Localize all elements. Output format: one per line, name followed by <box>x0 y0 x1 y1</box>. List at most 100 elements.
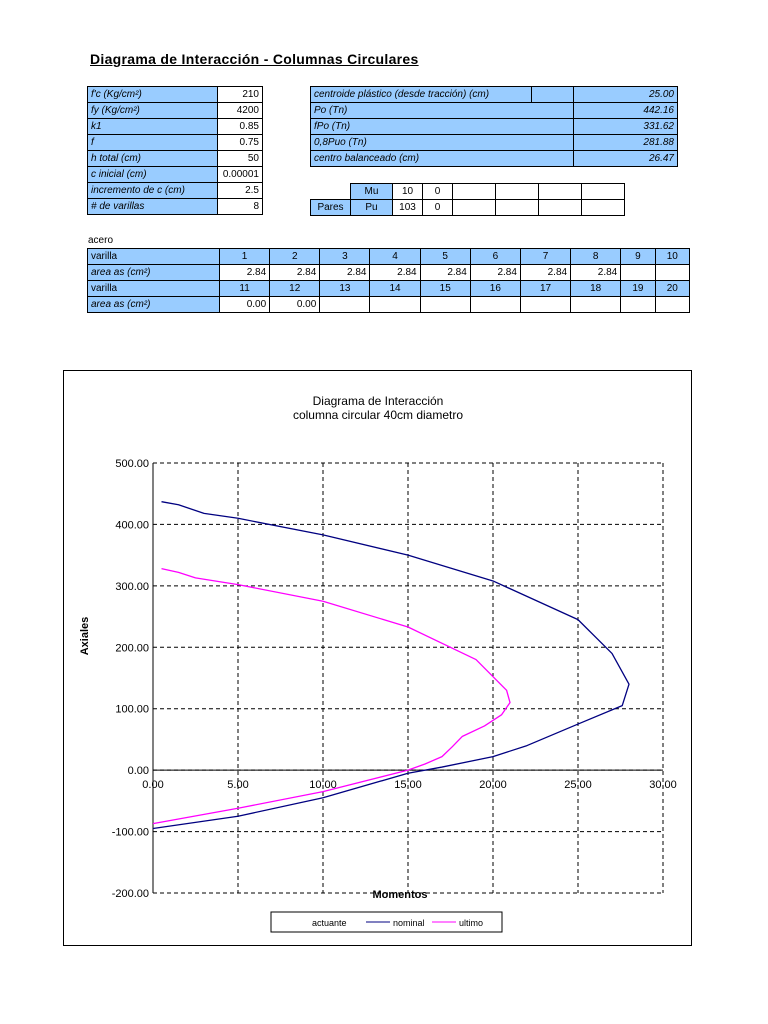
area-value <box>654 296 691 313</box>
x-axis-label: Momentos <box>373 889 428 901</box>
area-value: 0.00 <box>269 296 321 313</box>
result-label: Po (Tn) <box>310 102 574 119</box>
legend-label-nominal: nominal <box>393 918 425 928</box>
area-value: 2.84 <box>319 264 371 281</box>
pares-value <box>452 199 496 216</box>
legend-label-ultimo: ultimo <box>459 918 483 928</box>
area-value <box>654 264 691 281</box>
x-tick-label: 30.00 <box>649 779 677 791</box>
input-label: f'c (Kg/cm²) <box>87 86 218 103</box>
series-line-nominal <box>152 501 630 830</box>
input-value: 0.00001 <box>217 166 263 183</box>
y-tick-label: -200.00 <box>112 888 149 900</box>
input-label: fy (Kg/cm²) <box>87 102 218 119</box>
varilla-id: 3 <box>319 248 371 265</box>
acero-label: acero <box>88 235 114 246</box>
x-tick-label: 25.00 <box>564 779 592 791</box>
varilla-id: 20 <box>654 280 691 297</box>
x-tick-label: 20.00 <box>479 779 507 791</box>
pares-key: Pu <box>350 199 393 216</box>
area-value: 2.84 <box>570 264 622 281</box>
input-value: 2.5 <box>217 182 263 199</box>
y-tick-label: -100.00 <box>112 827 149 839</box>
input-label: h total (cm) <box>87 150 218 167</box>
y-tick-label: 200.00 <box>115 642 149 654</box>
area-value <box>519 296 572 313</box>
page-title: Diagrama de Interacción - Columnas Circu… <box>90 51 419 67</box>
inputs-table: f'c (Kg/cm²) 210 fy (Kg/cm²) 4200 k1 0.85 f 0.7… <box>87 86 263 215</box>
varilla-id: 5 <box>419 248 471 265</box>
pares-value <box>581 183 625 200</box>
input-label: c inicial (cm) <box>87 166 218 183</box>
y-tick-label: 100.00 <box>115 704 149 716</box>
area-value: 2.84 <box>519 264 572 281</box>
varilla-id: 18 <box>570 280 622 297</box>
input-label: f <box>87 134 218 151</box>
input-value: 4200 <box>217 102 263 119</box>
result-label: centro balanceado (cm) <box>310 150 574 167</box>
area-label: area as (cm²) <box>87 296 220 313</box>
pares-label: Pares <box>310 199 351 216</box>
area-value: 2.84 <box>469 264 521 281</box>
pares-value <box>581 199 625 216</box>
interaction-chart: Diagrama de Interacción columna circular … <box>63 370 692 946</box>
y-axis-label: Axiales <box>79 617 91 656</box>
pares-value: 103 <box>392 199 423 216</box>
x-tick-label: 5.00 <box>227 779 248 791</box>
pares-value: 0 <box>422 199 453 216</box>
area-value: 2.84 <box>419 264 471 281</box>
area-value <box>620 296 656 313</box>
result-value: 331.62 <box>573 118 678 135</box>
input-label: # de varillas <box>87 198 218 215</box>
acero-table: varilla 1 2 3 4 5 6 7 8 9 10 area as (cm²) 2.84 2.84 2… <box>87 248 691 313</box>
varilla-id: 16 <box>469 280 521 297</box>
result-label: fPo (Tn) <box>310 118 574 135</box>
y-tick-label: 400.00 <box>115 519 149 531</box>
varilla-id: 6 <box>469 248 521 265</box>
varilla-id: 11 <box>218 280 271 297</box>
result-value: 26.47 <box>573 150 678 167</box>
cell <box>531 86 574 103</box>
varilla-id: 13 <box>319 280 371 297</box>
input-label: k1 <box>87 118 218 135</box>
input-value: 8 <box>217 198 263 215</box>
area-value: 2.84 <box>269 264 321 281</box>
varilla-id: 1 <box>218 248 271 265</box>
area-value: 2.84 <box>369 264 421 281</box>
area-value: 2.84 <box>218 264 271 281</box>
input-value: 210 <box>217 86 263 103</box>
pares-value <box>452 183 496 200</box>
varilla-label: varilla <box>87 280 220 297</box>
x-tick-label: 15.00 <box>394 779 422 791</box>
area-value <box>319 296 371 313</box>
varilla-id: 12 <box>269 280 321 297</box>
series-line-ultimo <box>152 568 511 825</box>
chart-subtitle: columna circular 40cm diametro <box>293 408 463 422</box>
varilla-id: 14 <box>369 280 421 297</box>
pares-value: 0 <box>422 183 453 200</box>
area-value <box>620 264 656 281</box>
varilla-id: 4 <box>369 248 421 265</box>
pares-value <box>538 183 582 200</box>
input-value: 0.85 <box>217 118 263 135</box>
input-label: incremento de c (cm) <box>87 182 218 199</box>
pares-label <box>311 184 351 200</box>
result-value: 442.16 <box>573 102 678 119</box>
y-tick-label: 300.00 <box>115 581 149 593</box>
area-value <box>469 296 521 313</box>
varilla-id: 2 <box>269 248 321 265</box>
area-value: 0.00 <box>218 296 271 313</box>
input-value: 0.75 <box>217 134 263 151</box>
varilla-id: 17 <box>519 280 572 297</box>
varilla-id: 7 <box>519 248 572 265</box>
area-label: area as (cm²) <box>87 264 220 281</box>
area-value <box>369 296 421 313</box>
x-tick-label: 10.00 <box>309 779 337 791</box>
input-value: 50 <box>217 150 263 167</box>
varilla-label: varilla <box>87 248 220 265</box>
y-tick-label: 500.00 <box>115 458 149 470</box>
y-tick-label: 0.00 <box>128 765 149 777</box>
area-value <box>570 296 622 313</box>
pares-key: Mu <box>350 183 393 200</box>
legend-label-actuante: actuante <box>312 918 347 928</box>
